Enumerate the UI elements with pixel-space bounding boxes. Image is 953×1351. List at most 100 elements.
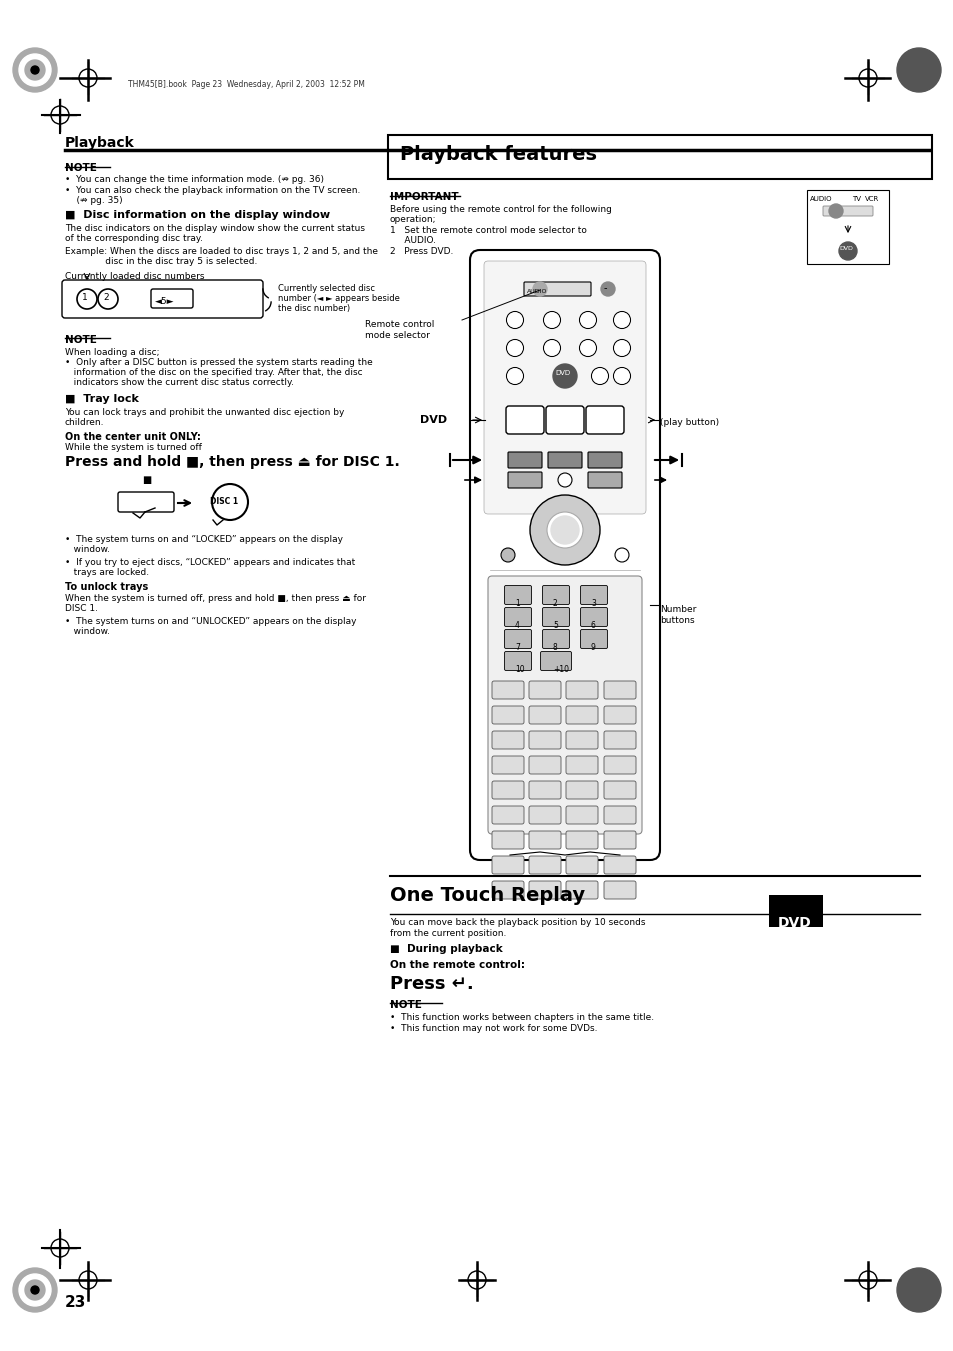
Text: (⇏ pg. 35): (⇏ pg. 35) [65,196,123,205]
Text: The disc indicators on the display window show the current status: The disc indicators on the display windo… [65,224,365,232]
Text: ◄5►: ◄5► [154,297,174,305]
Circle shape [896,1269,940,1312]
Text: ■  Tray lock: ■ Tray lock [65,394,139,404]
Text: (play button): (play button) [659,417,719,427]
Text: On the center unit ONLY:: On the center unit ONLY: [65,432,201,442]
FancyBboxPatch shape [587,471,621,488]
Text: ■  Disc information on the display window: ■ Disc information on the display window [65,209,330,220]
Text: •  You can also check the playback information on the TV screen.: • You can also check the playback inform… [65,186,360,195]
Text: •  If you try to eject discs, “LOCKED” appears and indicates that: • If you try to eject discs, “LOCKED” ap… [65,558,355,567]
Circle shape [896,49,940,92]
Text: the disc number): the disc number) [277,304,350,313]
Text: 6: 6 [590,621,596,630]
Circle shape [615,313,628,327]
Text: children.: children. [65,417,105,427]
FancyBboxPatch shape [603,781,636,798]
Text: Currently selected disc: Currently selected disc [277,284,375,293]
FancyBboxPatch shape [529,857,560,874]
FancyBboxPatch shape [603,707,636,724]
FancyBboxPatch shape [529,731,560,748]
Circle shape [500,549,515,562]
FancyBboxPatch shape [579,608,607,627]
Text: When the system is turned off, press and hold ■, then press ⏏ for: When the system is turned off, press and… [65,594,366,603]
FancyBboxPatch shape [529,707,560,724]
FancyBboxPatch shape [505,407,543,434]
FancyBboxPatch shape [492,681,523,698]
Text: 1: 1 [515,598,519,608]
Text: AUDIO: AUDIO [526,289,547,295]
Text: 2: 2 [103,293,109,303]
Text: from the current position.: from the current position. [390,929,506,938]
Text: AUDIO.: AUDIO. [390,236,436,245]
FancyBboxPatch shape [565,731,598,748]
Text: 1   Set the remote control mode selector to: 1 Set the remote control mode selector t… [390,226,586,235]
FancyBboxPatch shape [529,807,560,824]
Circle shape [507,340,521,355]
FancyBboxPatch shape [388,135,931,178]
FancyBboxPatch shape [504,585,531,604]
Text: Press ↵.: Press ↵. [390,975,474,993]
Text: When loading a disc;: When loading a disc; [65,349,159,357]
Text: TV: TV [851,196,861,203]
Text: 8: 8 [553,643,558,653]
Circle shape [30,1286,39,1294]
FancyBboxPatch shape [62,280,263,317]
Text: •  Only after a DISC button is pressed the system starts reading the: • Only after a DISC button is pressed th… [65,358,373,367]
FancyBboxPatch shape [492,757,523,774]
FancyBboxPatch shape [492,731,523,748]
FancyBboxPatch shape [529,681,560,698]
FancyBboxPatch shape [151,289,193,308]
Circle shape [507,313,521,327]
Text: •  This function may not work for some DVDs.: • This function may not work for some DV… [390,1024,597,1034]
Text: 2   Press DVD.: 2 Press DVD. [390,247,453,255]
Text: Number: Number [659,605,696,613]
Text: of the corresponding disc tray.: of the corresponding disc tray. [65,234,203,243]
Circle shape [13,49,57,92]
FancyBboxPatch shape [585,407,623,434]
Text: On the remote control:: On the remote control: [390,961,524,970]
FancyBboxPatch shape [492,707,523,724]
FancyBboxPatch shape [603,731,636,748]
FancyBboxPatch shape [470,250,659,861]
Text: +10: +10 [553,665,568,674]
Circle shape [828,204,842,218]
FancyBboxPatch shape [523,282,590,296]
FancyBboxPatch shape [603,831,636,848]
Text: DISC 1.: DISC 1. [65,604,98,613]
FancyBboxPatch shape [565,681,598,698]
Text: DVD: DVD [778,916,811,929]
Text: DVD: DVD [838,246,852,251]
FancyBboxPatch shape [545,407,583,434]
Text: •  The system turns on and “UNLOCKED” appears on the display: • The system turns on and “UNLOCKED” app… [65,617,356,626]
Text: NOTE: NOTE [65,335,97,345]
Text: information of the disc on the specified tray. After that, the disc: information of the disc on the specified… [65,367,362,377]
Circle shape [507,369,521,382]
FancyBboxPatch shape [492,807,523,824]
Text: •  This function works between chapters in the same title.: • This function works between chapters i… [390,1013,654,1021]
FancyBboxPatch shape [565,831,598,848]
Circle shape [530,494,599,565]
FancyBboxPatch shape [529,881,560,898]
Text: To unlock trays: To unlock trays [65,582,148,592]
Text: window.: window. [65,627,110,636]
FancyBboxPatch shape [565,807,598,824]
FancyBboxPatch shape [504,608,531,627]
Circle shape [615,369,628,382]
FancyBboxPatch shape [547,453,581,467]
Text: Playback features: Playback features [399,145,597,163]
Circle shape [30,66,39,74]
Text: indicators show the current disc status correctly.: indicators show the current disc status … [65,378,294,386]
FancyBboxPatch shape [603,757,636,774]
Text: •  You can change the time information mode. (⇏ pg. 36): • You can change the time information mo… [65,176,324,184]
FancyBboxPatch shape [603,681,636,698]
Circle shape [533,282,546,296]
Text: 10: 10 [515,665,524,674]
Text: AUDIO: AUDIO [809,196,832,203]
Text: 3: 3 [590,598,596,608]
Text: 2: 2 [553,598,558,608]
Text: DVD: DVD [555,370,570,376]
FancyBboxPatch shape [603,807,636,824]
Text: -: - [603,282,607,293]
Text: number (◄ ► appears beside: number (◄ ► appears beside [277,295,399,303]
Circle shape [25,59,45,80]
